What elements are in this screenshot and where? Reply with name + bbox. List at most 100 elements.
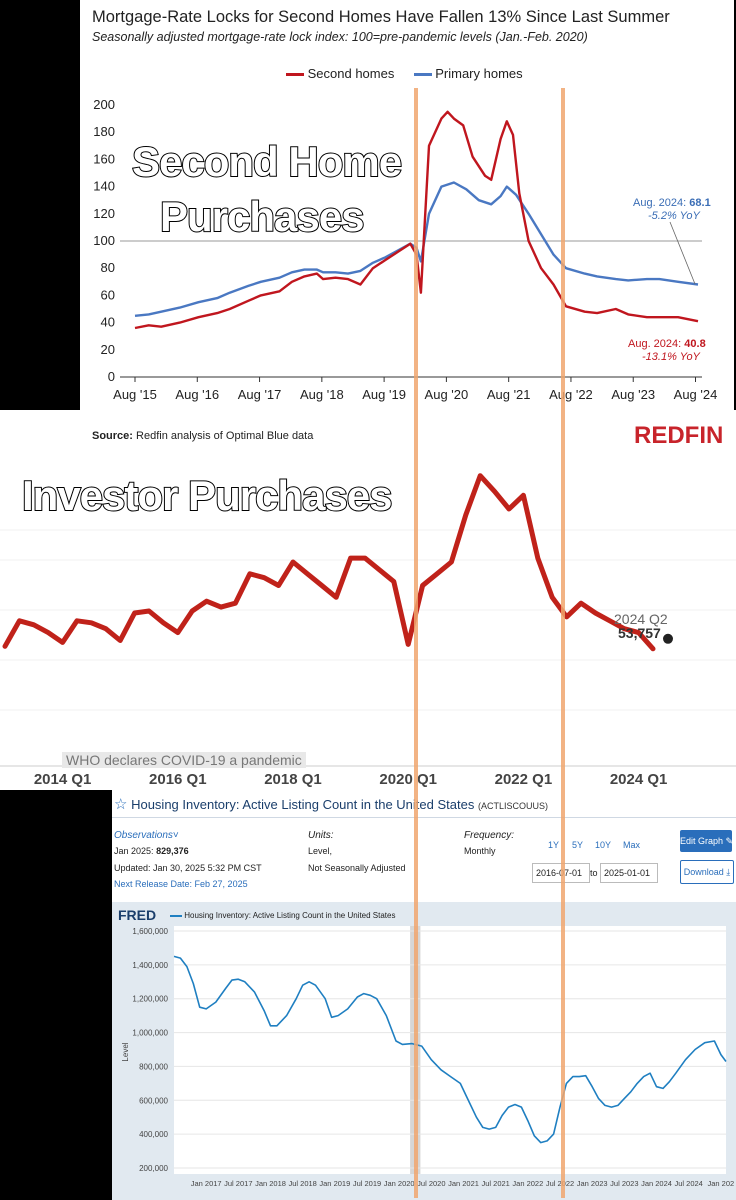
legend-swatch-fred <box>170 914 182 917</box>
units-line2: Not Seasonally Adjusted <box>308 863 406 873</box>
latest-point-marker <box>663 633 673 644</box>
x-tick-label-8: Jan 2021 <box>448 1179 479 1188</box>
fred-title-row: ☆ Housing Inventory: Active Listing Coun… <box>114 795 548 813</box>
x-tick-label-2: Aug '17 <box>238 387 282 402</box>
chart-title: Mortgage-Rate Locks for Second Homes Hav… <box>92 8 670 26</box>
plot-background <box>174 926 726 1174</box>
y-tick-label-160: 160 <box>93 151 115 166</box>
overlay-second-home: Second Home <box>131 137 403 186</box>
legend-primary-homes: Primary homes <box>435 66 523 81</box>
investor-series-line <box>2 473 656 652</box>
source-line: Source: Redfin analysis of Optimal Blue … <box>92 430 314 442</box>
y-tick-label-0: 200,000 <box>139 1164 168 1173</box>
legend-second-homes: Second homes <box>307 66 395 81</box>
x-tick-label-3: 2020 Q1 <box>379 771 437 788</box>
x-tick-label-1: Aug '16 <box>175 387 219 402</box>
units-label: Units: <box>308 830 334 841</box>
frequency-value: Monthly <box>464 846 496 856</box>
redfin-logo: REDFIN <box>634 422 724 449</box>
x-tick-label-16: Jan 202 <box>708 1179 735 1188</box>
y-tick-label-120: 120 <box>93 206 115 221</box>
range-1y[interactable]: 1Y <box>548 840 560 850</box>
y-tick-label-0: 0 <box>108 369 115 384</box>
x-tick-label-13: Jul 2023 <box>610 1179 638 1188</box>
legend: Second homes Primary homes <box>286 66 523 81</box>
range-max[interactable]: Max <box>623 840 641 850</box>
x-tick-label-0: Aug '15 <box>113 387 157 402</box>
next-release[interactable]: Next Release Date: Feb 27, 2025 <box>114 879 248 889</box>
fred-legend: Housing Inventory: Active Listing Count … <box>170 911 395 920</box>
mortgage-rate-lock-chart: Mortgage-Rate Locks for Second Homes Hav… <box>80 0 734 410</box>
annotation-primary-yoy: -5.2% YoY <box>648 210 700 222</box>
annotation-second: Aug. 2024: 40.8 <box>628 338 706 350</box>
x-tick-label-0: 2014 Q1 <box>34 771 92 788</box>
chevron-down-icon: ˅ <box>172 830 179 841</box>
y-tick-label-6: 1,400,000 <box>132 961 168 970</box>
investor-purchases-chart: Source: Redfin analysis of Optimal Blue … <box>0 410 736 790</box>
x-tick-label-5: 2024 Q1 <box>610 771 668 788</box>
edit-graph-button[interactable]: Edit Graph ✎ <box>680 830 734 852</box>
observations-link[interactable]: Observations˅ <box>114 830 179 841</box>
x-tick-label-1: 2016 Q1 <box>149 771 207 788</box>
overlay-investor-purchases: Investor Purchases <box>21 471 394 520</box>
series-title: Housing Inventory: Active Listing Count … <box>131 797 475 812</box>
y-tick-label-7: 1,600,000 <box>132 927 168 936</box>
annotation-primary: Aug. 2024: 68.1 <box>633 197 711 209</box>
y-tick-label-1: 400,000 <box>139 1130 168 1139</box>
overlay-purchases: Purchases <box>159 192 365 241</box>
fred-logo: FRED <box>118 907 157 923</box>
annotation-second-yoy: -13.1% YoY <box>642 351 700 363</box>
x-tick-label-0: Jan 2017 <box>191 1179 222 1188</box>
star-icon[interactable]: ☆ <box>114 796 128 813</box>
y-tick-label-20: 20 <box>101 342 115 357</box>
updated-text: Updated: Jan 30, 2025 5:32 PM CST <box>114 863 262 873</box>
y-tick-label-2: 600,000 <box>139 1096 168 1105</box>
y-tick-label-5: 1,200,000 <box>132 995 168 1004</box>
x-tick-label-14: Jan 2024 <box>641 1179 672 1188</box>
marker-line-covid <box>414 88 418 1198</box>
series-line-primary-homes <box>134 181 699 317</box>
y-tick-label-4: 1,000,000 <box>132 1029 168 1038</box>
download-button[interactable]: Download ⤓ <box>680 860 734 884</box>
legend-swatch-second <box>286 73 304 77</box>
observation-value: Jan 2025: 829,376 <box>114 846 189 856</box>
x-tick-label-7: Jul 2020 <box>417 1179 445 1188</box>
x-tick-label-10: Jan 2022 <box>512 1179 543 1188</box>
date-to-field[interactable]: 2025-01-01 <box>600 863 658 883</box>
header-separator <box>112 817 736 818</box>
x-tick-label-9: Aug '24 <box>674 387 718 402</box>
y-tick-label-80: 80 <box>101 260 115 275</box>
x-tick-label-8: Aug '23 <box>611 387 655 402</box>
frequency-label: Frequency: <box>464 830 515 841</box>
annotation-leader-primary <box>669 221 696 285</box>
range-10y[interactable]: 10Y <box>595 840 612 850</box>
y-tick-label-200: 200 <box>93 97 115 112</box>
y-axis-label: Level <box>121 1042 130 1061</box>
y-tick-label-60: 60 <box>101 287 115 302</box>
x-tick-label-4: 2022 Q1 <box>495 771 553 788</box>
y-tick-label-100: 100 <box>93 233 115 248</box>
edit-icon: ✎ <box>725 836 734 846</box>
label-53757: 53,757 <box>618 625 661 641</box>
units-line1: Level, <box>308 846 333 856</box>
y-tick-label-180: 180 <box>93 124 115 139</box>
download-icon: ⤓ <box>726 867 731 877</box>
x-tick-label-3: Jul 2018 <box>288 1179 316 1188</box>
x-tick-label-5: Aug '20 <box>425 387 469 402</box>
chart2-svg: 2014 Q1 2016 Q1 2018 Q1 2020 Q1 2022 Q1 2024 … <box>0 473 736 788</box>
y-tick-label-140: 140 <box>93 179 115 194</box>
x-tick-label-2: 2018 Q1 <box>264 771 322 788</box>
x-tick-label-5: Jul 2019 <box>353 1179 381 1188</box>
series-id: (ACTLISCOUUS) <box>477 801 548 811</box>
y-tick-label-40: 40 <box>101 315 115 330</box>
series-line-second-homes <box>134 110 699 330</box>
chart3-svg: 200,000 400,000 600,000 800,000 1,000,000 1,2… <box>121 926 735 1188</box>
x-tick-label-7: Aug '22 <box>549 387 593 402</box>
x-tick-label-6: Jan 2020 <box>384 1179 415 1188</box>
date-to-word: to <box>590 868 598 878</box>
x-tick-label-4: Jan 2019 <box>319 1179 350 1188</box>
range-5y[interactable]: 5Y <box>572 840 584 850</box>
label-2024q2: 2024 Q2 <box>614 611 668 627</box>
x-tick-label-11: Jul 2022 <box>546 1179 574 1188</box>
x-tick-label-6: Aug '21 <box>487 387 531 402</box>
